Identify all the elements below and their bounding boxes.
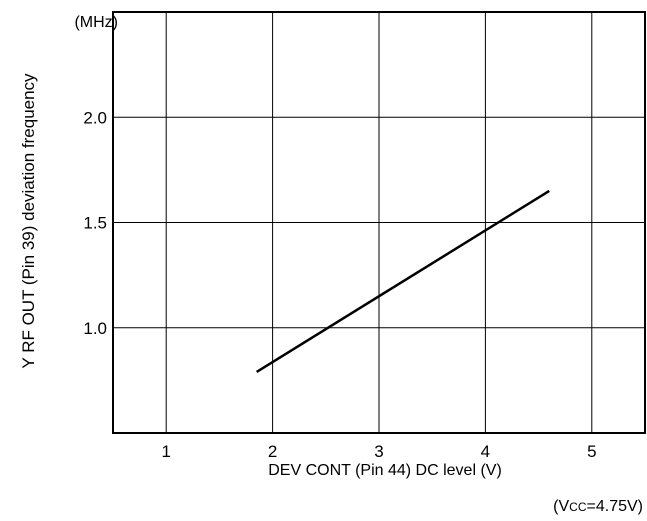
- grid-lines: [113, 12, 645, 433]
- x-tick-label-3: 3: [374, 442, 383, 461]
- series-line-0: [255, 189, 550, 374]
- y-tick-label-1.5: 1.5: [83, 214, 107, 233]
- y-tick-labels: 1.0 1.5 2.0: [83, 108, 107, 338]
- x-axis-label: DEV CONT (Pin 44) DC level (V): [268, 462, 502, 479]
- y-unit-label: (MHz): [74, 14, 118, 31]
- y-tick-label-2.0: 2.0: [83, 108, 107, 127]
- condition-suffix: =4.75V): [587, 498, 643, 515]
- x-tick-labels: 1 2 3 4 5: [161, 442, 596, 461]
- x-tick-label-2: 2: [268, 442, 277, 461]
- x-tick-label-5: 5: [587, 442, 596, 461]
- x-tick-label-4: 4: [481, 442, 490, 461]
- series-layer: [255, 189, 550, 374]
- condition-label: (VCC=4.75V): [553, 498, 643, 515]
- y-axis-label: Y RF OUT (Pin 39) deviation frequency: [19, 73, 38, 369]
- condition-subscript: CC: [569, 500, 587, 514]
- x-tick-label-1: 1: [161, 442, 170, 461]
- plot-frame: [112, 11, 646, 434]
- y-tick-label-1.0: 1.0: [83, 319, 107, 338]
- condition-prefix: (V: [553, 498, 569, 515]
